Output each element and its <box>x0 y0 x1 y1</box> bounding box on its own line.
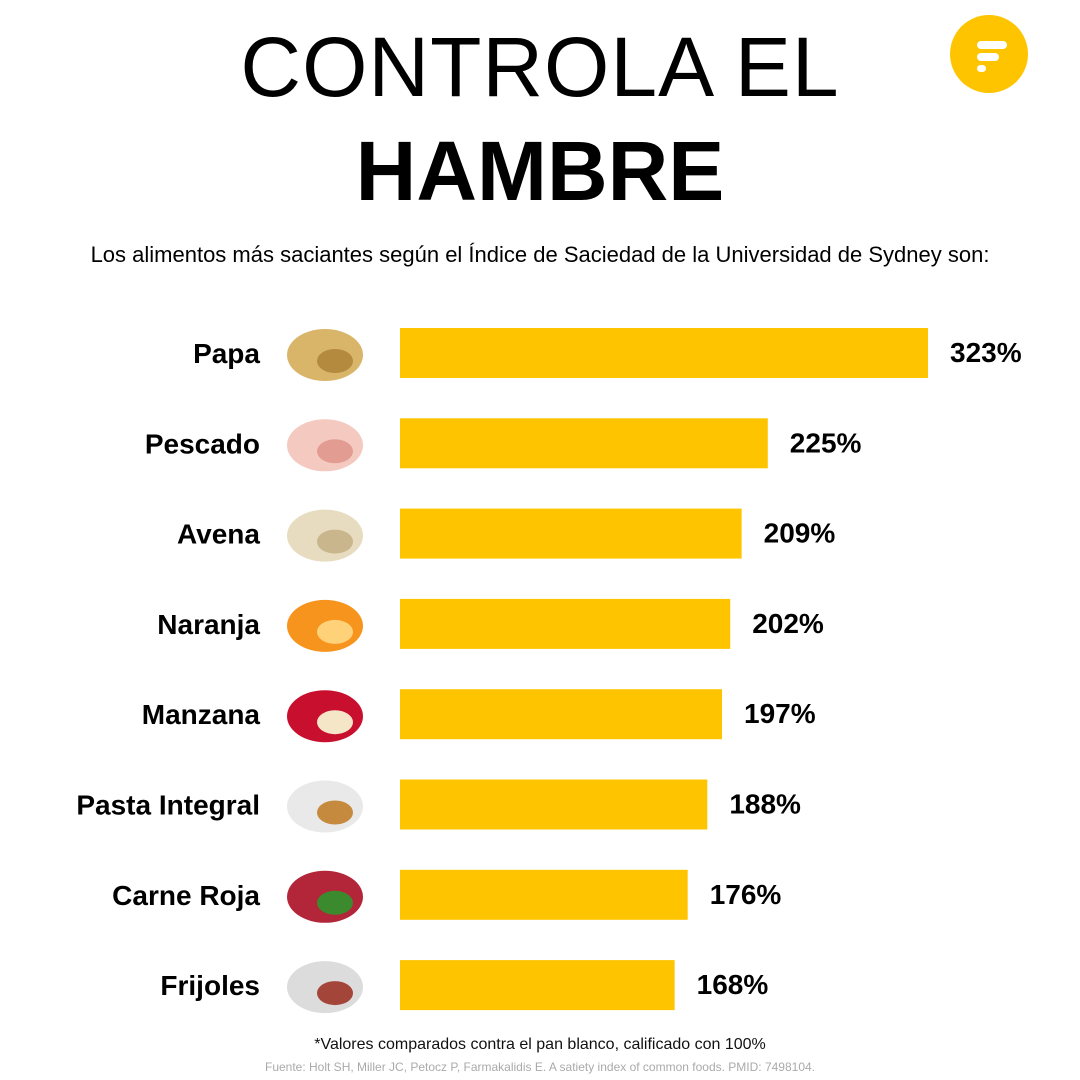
category-label: Naranja <box>157 609 260 640</box>
footnote: *Valores comparados contra el pan blanco… <box>314 1036 766 1053</box>
fish-icon <box>287 419 363 472</box>
pasta-icon <box>287 780 363 833</box>
orange-icon <box>287 599 363 652</box>
category-label: Avena <box>177 519 260 550</box>
subtitle: Los alimentos más saciantes según el Índ… <box>90 242 990 267</box>
value-label: 209% <box>764 518 836 549</box>
bar-carne-roja <box>400 869 688 920</box>
value-label: 225% <box>790 427 862 458</box>
value-label: 202% <box>752 608 824 639</box>
category-label: Pescado <box>145 428 260 459</box>
value-label: 188% <box>729 789 801 820</box>
bar-pescado <box>400 418 768 469</box>
value-label: 176% <box>710 879 782 910</box>
oats-icon <box>287 509 363 562</box>
apple-icon <box>287 690 363 743</box>
value-label: 197% <box>744 698 816 729</box>
bar-papa <box>400 328 928 378</box>
bar-frijoles <box>400 960 675 1011</box>
title-line-2: HAMBRE <box>355 124 725 218</box>
category-label: Manzana <box>142 699 261 730</box>
bar-avena <box>400 508 742 559</box>
bar-manzana <box>400 689 723 740</box>
brand-f-logo-icon <box>950 15 1028 93</box>
potato-icon <box>287 329 363 381</box>
value-label: 168% <box>697 969 769 1000</box>
value-label: 323% <box>950 337 1022 368</box>
category-label: Carne Roja <box>112 880 260 911</box>
red-meat-icon <box>287 870 363 923</box>
category-label: Frijoles <box>160 970 260 1001</box>
category-label: Pasta Integral <box>76 790 260 821</box>
title-line-1: CONTROLA EL <box>240 20 840 114</box>
category-label: Papa <box>193 338 260 369</box>
beans-icon <box>287 961 363 1014</box>
bar-naranja <box>400 598 731 649</box>
bar-pasta-integral <box>400 779 708 830</box>
source-citation: Fuente: Holt SH, Miller JC, Petocz P, Fa… <box>264 1060 816 1074</box>
